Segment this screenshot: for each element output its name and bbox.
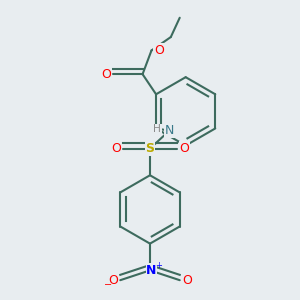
Text: O: O [111, 142, 121, 155]
Text: O: O [108, 274, 118, 287]
Text: H: H [154, 124, 161, 134]
Text: −: − [104, 280, 112, 290]
Text: O: O [179, 142, 189, 155]
Text: O: O [154, 44, 164, 57]
Text: N: N [165, 124, 174, 137]
Text: S: S [146, 142, 154, 155]
Text: O: O [101, 68, 111, 81]
Text: +: + [155, 260, 162, 269]
Text: N: N [146, 264, 157, 277]
Text: O: O [182, 274, 192, 287]
